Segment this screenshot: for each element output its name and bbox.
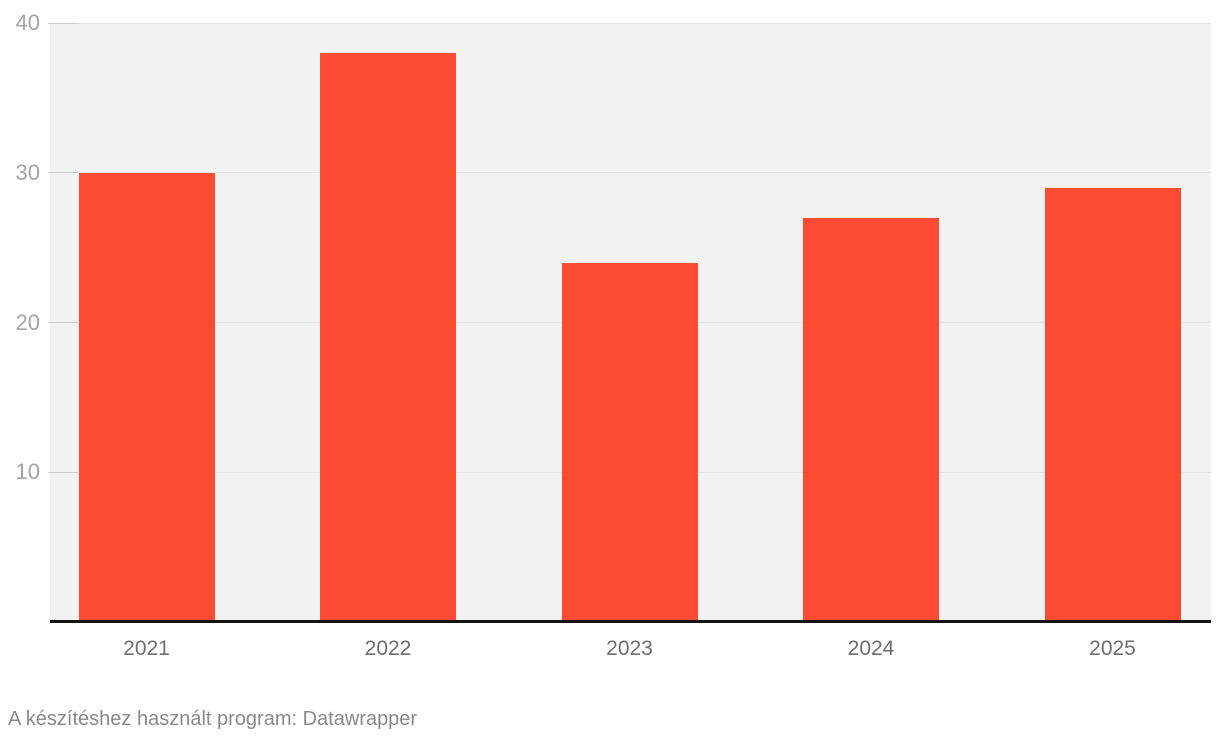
x-axis-label: 2024 [847,637,895,660]
plot-area [48,23,1211,622]
x-axis-label: 2021 [123,637,170,660]
y-axis-tick [48,23,78,24]
bar-2025 [1044,187,1181,622]
gridline [50,172,1211,174]
y-axis-tick [48,172,78,174]
y-axis-tick [48,471,78,473]
attribution-text: A készítéshez használt program: Datawrap… [8,708,418,730]
bar-2021 [78,172,215,622]
y-axis-label: 30 [15,159,40,185]
x-axis-label: 2025 [1089,637,1136,660]
y-axis-tick [48,322,78,323]
x-axis-label: 2022 [364,637,412,660]
y-axis-label: 40 [15,10,40,35]
y-axis-label: 10 [15,459,40,485]
bar-2023 [561,262,698,622]
x-axis-line [50,620,1211,623]
y-axis-label: 20 [15,309,40,335]
x-axis-label: 2023 [606,637,653,660]
bar-2022 [320,52,456,622]
bar-2024 [803,217,939,622]
gridline [50,23,1211,24]
